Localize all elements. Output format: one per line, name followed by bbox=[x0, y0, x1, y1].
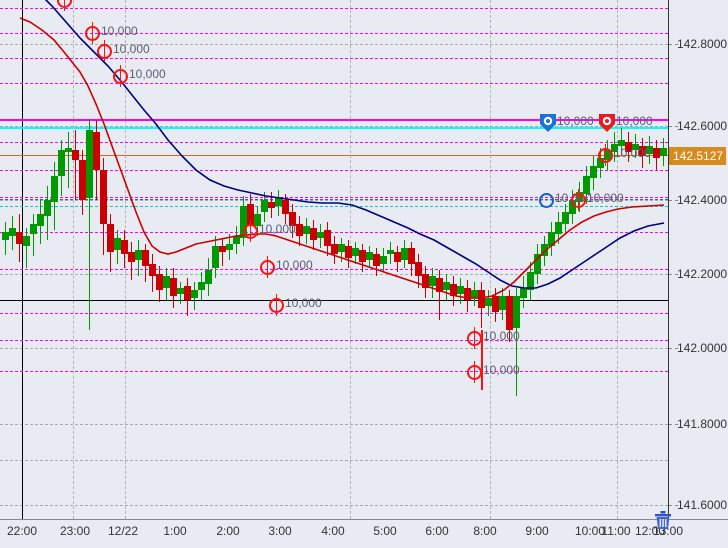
price-line-magenta[interactable] bbox=[0, 313, 668, 314]
price-line-magenta[interactable] bbox=[0, 269, 668, 270]
gridline-vertical bbox=[73, 0, 74, 519]
chart-plot-area[interactable]: 10,000 10,000 10,000 10,000 10,000 10,000 10,0… bbox=[0, 0, 668, 519]
price-tick bbox=[669, 274, 678, 275]
time-axis[interactable]: 22:00 23:00 12/22 1:00 2:00 3:00 4:00 5:00 6:00 8… bbox=[0, 519, 728, 548]
gridline-horizontal bbox=[0, 348, 668, 349]
price-tick bbox=[669, 505, 678, 506]
price-line-magenta[interactable] bbox=[0, 83, 668, 84]
order-marker-tick bbox=[276, 294, 278, 316]
order-marker-blue-circle[interactable] bbox=[539, 193, 554, 208]
time-axis-label: 9:00 bbox=[525, 524, 549, 538]
time-axis-label: 10:00 bbox=[574, 524, 606, 538]
order-quantity-label: 10,000 bbox=[483, 363, 520, 377]
order-quantity-label: 10,000 bbox=[285, 296, 322, 310]
price-axis-label: 142.8000 bbox=[677, 37, 728, 51]
price-line-magenta[interactable] bbox=[0, 8, 668, 9]
order-marker-tick bbox=[474, 327, 476, 349]
price-axis-label: 142.6000 bbox=[677, 119, 728, 133]
price-tick bbox=[669, 348, 678, 349]
time-axis-label: 4:00 bbox=[321, 524, 345, 538]
order-marker-tick bbox=[120, 65, 122, 87]
gridline-vertical-session bbox=[22, 0, 23, 519]
order-marker-tick bbox=[64, 0, 66, 11]
time-axis-label: 6:00 bbox=[425, 524, 449, 538]
order-quantity-label: 10,000 bbox=[614, 146, 651, 160]
time-axis-label: 5:00 bbox=[373, 524, 397, 538]
order-marker-tick bbox=[104, 40, 106, 62]
time-axis-label: 22:00 bbox=[6, 524, 38, 538]
price-tick bbox=[669, 44, 678, 45]
time-axis-label: 12/22 bbox=[107, 524, 139, 538]
price-axis-label: 141.6000 bbox=[677, 498, 728, 512]
price-line-magenta[interactable] bbox=[0, 142, 668, 143]
price-line-magenta[interactable] bbox=[0, 340, 668, 341]
price-tick bbox=[669, 126, 678, 127]
order-quantity-label: 10,000 bbox=[483, 329, 520, 343]
time-axis-label: 8:00 bbox=[473, 524, 497, 538]
order-marker-tick bbox=[92, 22, 94, 44]
price-axis-label: 141.8000 bbox=[677, 417, 728, 431]
price-line-magenta[interactable] bbox=[0, 371, 668, 372]
price-line-current-orange[interactable] bbox=[0, 155, 668, 156]
time-axis-label: 11:00 bbox=[601, 524, 631, 538]
time-axis-label: 3:00 bbox=[268, 524, 292, 538]
order-quantity-label: 10,000 bbox=[101, 24, 138, 38]
price-axis[interactable]: 142.8000 142.6000 142.4000 142.2000 142.… bbox=[668, 0, 728, 519]
order-marker-tick bbox=[578, 189, 580, 211]
price-axis-label: 142.0000 bbox=[677, 341, 728, 355]
price-axis-label: 142.2000 bbox=[677, 267, 728, 281]
price-line-magenta[interactable] bbox=[0, 232, 668, 233]
order-marker-tick bbox=[605, 144, 607, 166]
gridline-horizontal bbox=[0, 274, 668, 275]
price-tick bbox=[669, 200, 678, 201]
price-line-black[interactable] bbox=[0, 300, 668, 301]
order-quantity-label: 10,000 bbox=[129, 67, 166, 81]
price-axis-label: 142.4000 bbox=[677, 193, 728, 207]
price-tick bbox=[669, 424, 678, 425]
gridline-vertical bbox=[617, 0, 618, 519]
order-quantity-label: 10,000 bbox=[113, 42, 150, 56]
order-marker-tick bbox=[474, 361, 476, 383]
gridline-horizontal bbox=[0, 505, 668, 506]
order-quantity-label: 10,000 bbox=[276, 258, 313, 272]
time-axis-label: 2:00 bbox=[216, 524, 240, 538]
time-axis-label: 23:00 bbox=[59, 524, 91, 538]
order-quantity-label: 10,000 bbox=[259, 222, 296, 236]
order-quantity-label: 10,000 bbox=[587, 191, 624, 205]
time-axis-label: 1:00 bbox=[163, 524, 187, 538]
gridline-vertical bbox=[490, 0, 491, 519]
gridline-horizontal bbox=[0, 424, 668, 425]
order-quantity-label: 10,000 bbox=[616, 114, 653, 128]
order-quantity-label: 10,000 bbox=[557, 114, 594, 128]
order-connector-line bbox=[481, 330, 483, 390]
gridline-horizontal bbox=[0, 460, 668, 461]
order-marker-tick bbox=[250, 220, 252, 242]
order-marker-sell-icon[interactable] bbox=[598, 113, 616, 133]
trash-icon[interactable] bbox=[653, 509, 673, 531]
order-marker-buy-icon[interactable] bbox=[539, 113, 557, 133]
order-marker-tick bbox=[267, 256, 269, 278]
time-axis-label: 12:00 bbox=[634, 524, 666, 538]
current-price-tag: 142.5127 bbox=[669, 147, 727, 165]
gridline-vertical bbox=[350, 0, 351, 519]
